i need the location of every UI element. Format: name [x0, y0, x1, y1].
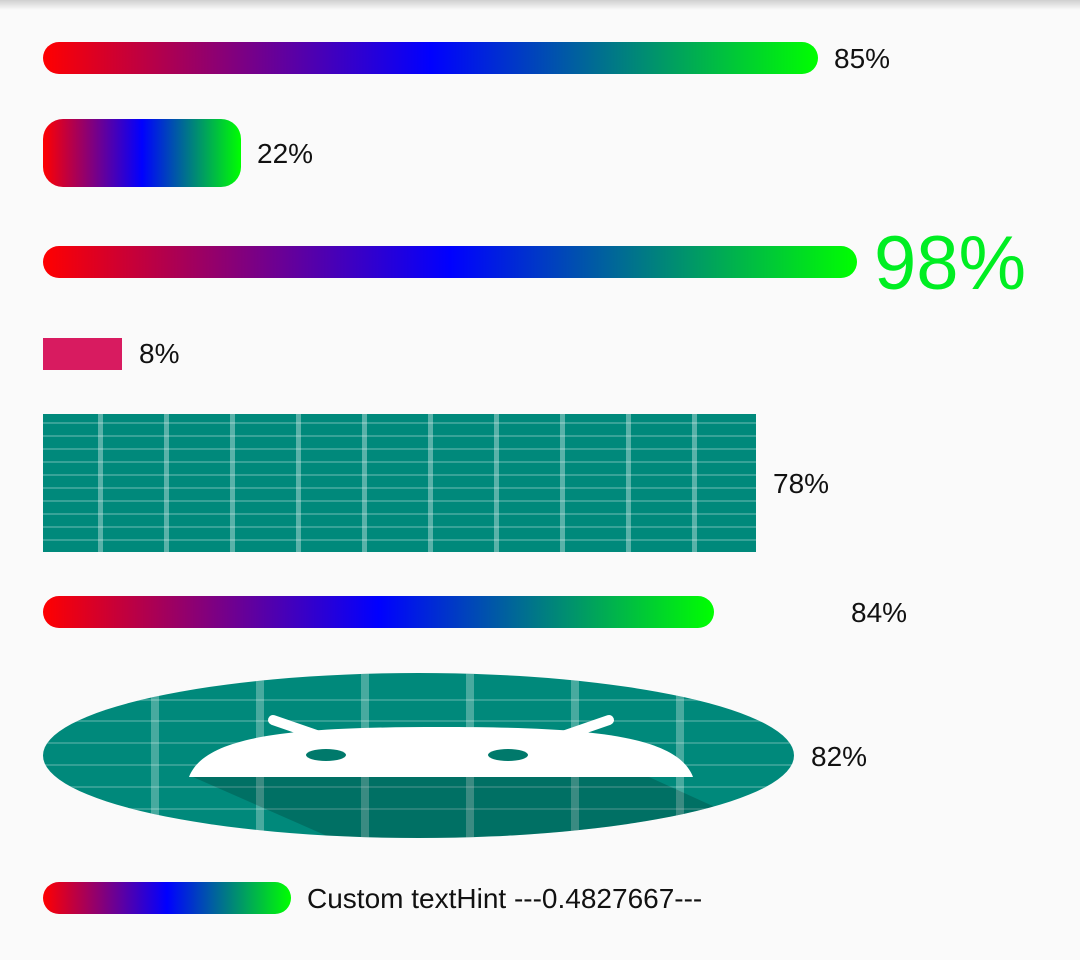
oval-android-graphic [43, 673, 794, 838]
progress-label-22: 22% [257, 138, 314, 169]
progress-label-custom-hint: Custom textHint ---0.4827667--- [307, 883, 703, 914]
progress-label-85: 85% [834, 43, 891, 74]
progress-label-8: 8% [139, 338, 180, 369]
progress-bar-98[interactable] [43, 246, 857, 278]
progress-bar-custom-hint[interactable] [43, 882, 291, 914]
progress-bar-8[interactable] [43, 338, 122, 370]
progress-label-82: 82% [811, 741, 868, 772]
progress-bar-85[interactable] [43, 42, 818, 74]
progress-bar-84[interactable] [43, 596, 714, 628]
progress-label-78: 78% [773, 468, 830, 499]
android-icon [189, 715, 693, 777]
progress-bar-78[interactable] [43, 414, 756, 552]
progress-bar-82-oval[interactable] [43, 673, 794, 838]
progress-bar-22[interactable] [43, 119, 241, 187]
progress-label-84: 84% [851, 597, 908, 628]
top-shadow [0, 0, 1080, 10]
progress-label-98: 98% [874, 221, 1027, 306]
